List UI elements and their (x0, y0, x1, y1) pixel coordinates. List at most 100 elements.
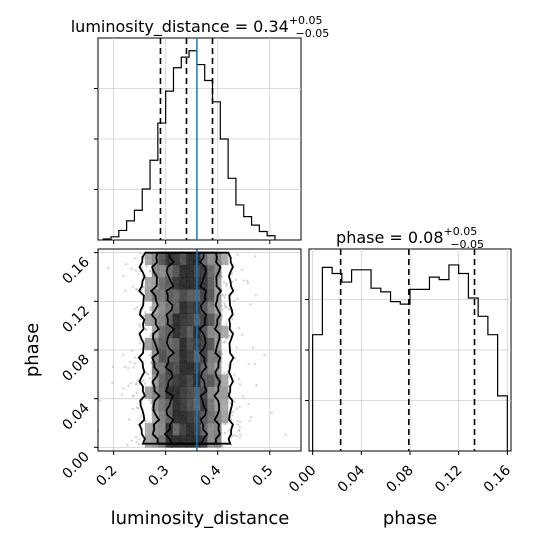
scatter-point (150, 361, 153, 364)
x-tick-label: 0.4 (197, 462, 224, 489)
scatter-point (132, 285, 135, 288)
y-tick-label: 0.12 (59, 303, 92, 336)
density-cell (158, 435, 166, 448)
scatter-point (128, 360, 131, 364)
contour-mid (149, 251, 223, 445)
density-cell (179, 301, 187, 314)
scatter-point (254, 294, 257, 297)
density-cell (221, 325, 229, 339)
density-cell (144, 252, 153, 266)
scatter-point (242, 279, 245, 282)
title-sup: +0.05 (444, 225, 478, 238)
density-cell (151, 252, 160, 266)
scatter-point (247, 402, 250, 405)
density-cell (172, 289, 180, 302)
scatter-point (144, 327, 148, 331)
y-tick-label: 0.16 (59, 254, 92, 287)
density-cell (207, 313, 215, 326)
density-cell (179, 350, 187, 363)
scatter-point (132, 394, 135, 397)
density-cell (214, 252, 222, 266)
scatter-point (237, 378, 240, 381)
density-cell (200, 301, 208, 314)
scatter-point (132, 395, 135, 398)
histogram-bar (361, 270, 371, 451)
y-tick-label: 0.00 (59, 449, 92, 482)
density-cell (207, 398, 215, 412)
scatter-point (126, 444, 129, 447)
scatter-point (134, 383, 137, 386)
density-cell (158, 386, 166, 399)
scatter-point (246, 282, 249, 285)
histogram-bar (449, 265, 459, 451)
scatter-point (235, 346, 238, 349)
x-tick-label: 0.12 (432, 463, 465, 496)
scatter-point (142, 379, 145, 382)
scatter-point (149, 306, 152, 309)
density-cell (207, 276, 215, 290)
density-cell (221, 374, 229, 387)
scatter-point (228, 401, 231, 404)
scatter-point (228, 308, 231, 312)
scatter-point (221, 294, 224, 297)
density-cell (165, 362, 173, 375)
scatter-point (238, 429, 241, 432)
density-cell (200, 289, 208, 302)
scatter-point (221, 352, 224, 355)
histogram-bar (400, 304, 410, 451)
density-cell (172, 264, 180, 278)
scatter-point (133, 257, 136, 260)
density-cell (144, 337, 153, 351)
scatter-point (236, 297, 239, 300)
scatter-point (123, 365, 126, 368)
scatter-point (225, 284, 228, 287)
density-cell (186, 325, 194, 339)
scatter-point (98, 399, 101, 402)
contour-lines (137, 251, 235, 445)
scatter-point (223, 281, 226, 284)
density-cell (144, 276, 153, 290)
histogram-bar (267, 236, 275, 240)
scatter-point (142, 286, 145, 289)
density-cell (207, 301, 215, 314)
scatter-point (233, 434, 236, 437)
density-cell (172, 398, 180, 412)
histogram-bar (391, 302, 401, 451)
density-cell (151, 301, 160, 314)
scatter-point (122, 275, 125, 278)
density-cell (158, 410, 166, 424)
density-cell (207, 350, 215, 363)
histogram-bar (498, 396, 508, 451)
density-cell (179, 252, 187, 266)
axis-ticks (94, 88, 271, 244)
density-cell (165, 337, 173, 351)
density-cell (186, 374, 194, 387)
scatter-point (223, 302, 226, 305)
density-cell (172, 423, 180, 436)
scatter-point (125, 263, 128, 266)
histogram-bar (181, 57, 189, 240)
scatter-point (246, 279, 249, 282)
title-text: phase = 0.08 (336, 228, 443, 247)
density-cell (186, 289, 194, 302)
histogram-bar (134, 210, 142, 240)
histogram-bar (478, 316, 488, 451)
scatter-point (135, 406, 138, 409)
scatter-point (231, 434, 234, 438)
density-cell (165, 264, 173, 278)
density-cell (207, 325, 215, 339)
scatter-point (234, 278, 238, 281)
density-cell (172, 301, 180, 314)
axis-ticks (305, 299, 309, 401)
histogram-steps (102, 50, 276, 240)
x-tick-label: 0.00 (286, 463, 319, 496)
scatter-point (131, 407, 134, 410)
density-cell (158, 350, 166, 363)
scatter-point (145, 328, 148, 331)
density-cell (186, 252, 194, 266)
histogram-bar (244, 217, 252, 240)
density-cell (165, 301, 173, 314)
density-cell (186, 435, 194, 448)
scatter-point (135, 288, 138, 291)
scatter-point (142, 286, 145, 289)
